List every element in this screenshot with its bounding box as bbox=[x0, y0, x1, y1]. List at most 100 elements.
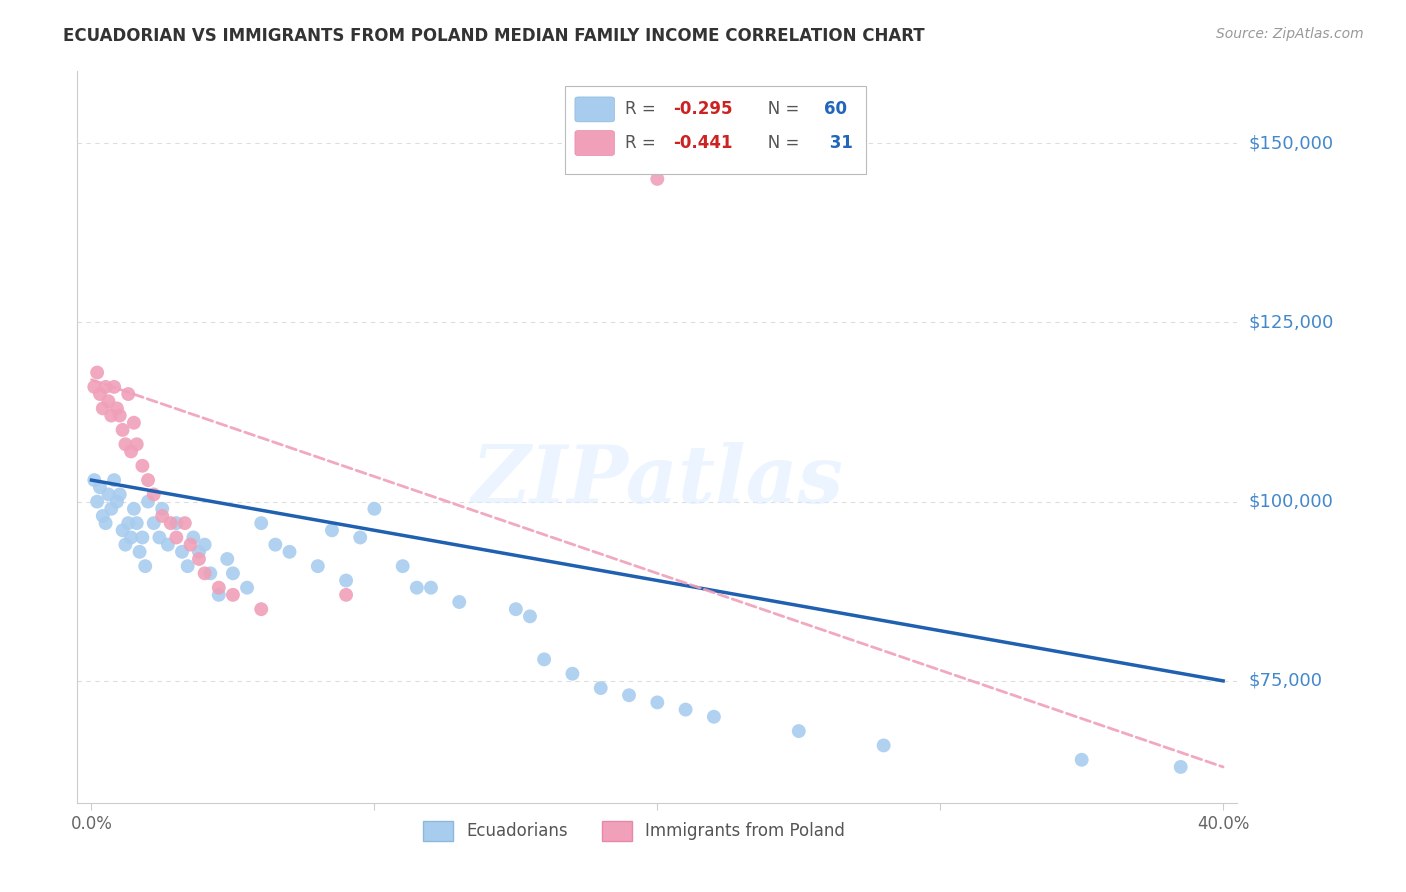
Point bbox=[165, 516, 187, 530]
Point bbox=[125, 516, 148, 530]
Point bbox=[173, 516, 195, 530]
Text: 60: 60 bbox=[824, 101, 848, 119]
Point bbox=[561, 666, 583, 681]
Point bbox=[321, 524, 343, 538]
Point bbox=[91, 508, 114, 523]
Text: -0.441: -0.441 bbox=[673, 134, 733, 152]
Point bbox=[188, 545, 211, 559]
Point bbox=[94, 516, 117, 530]
Text: N =: N = bbox=[752, 101, 806, 119]
Point bbox=[222, 588, 245, 602]
Point bbox=[156, 538, 179, 552]
Point bbox=[114, 538, 136, 552]
Point bbox=[111, 423, 134, 437]
Point bbox=[278, 545, 301, 559]
Point bbox=[86, 494, 108, 508]
Point bbox=[94, 380, 117, 394]
Point bbox=[519, 609, 541, 624]
Point bbox=[100, 409, 122, 423]
Point bbox=[108, 487, 131, 501]
Legend: Ecuadorians, Immigrants from Poland: Ecuadorians, Immigrants from Poland bbox=[415, 813, 853, 849]
Point bbox=[114, 437, 136, 451]
Point bbox=[1070, 753, 1092, 767]
Point bbox=[236, 581, 259, 595]
Point bbox=[250, 516, 273, 530]
Point bbox=[134, 559, 156, 574]
Point bbox=[872, 739, 894, 753]
Text: $75,000: $75,000 bbox=[1249, 672, 1323, 690]
Point bbox=[97, 487, 120, 501]
Point bbox=[131, 531, 153, 545]
FancyBboxPatch shape bbox=[575, 130, 614, 155]
Point bbox=[128, 545, 150, 559]
Point bbox=[89, 480, 111, 494]
Point bbox=[533, 652, 555, 666]
Point bbox=[405, 581, 427, 595]
Point bbox=[97, 394, 120, 409]
Text: R =: R = bbox=[624, 134, 661, 152]
Point bbox=[188, 552, 211, 566]
Point bbox=[222, 566, 245, 581]
Point bbox=[179, 538, 201, 552]
Point bbox=[307, 559, 329, 574]
Point bbox=[505, 602, 527, 616]
Text: $150,000: $150,000 bbox=[1249, 134, 1333, 152]
Point bbox=[449, 595, 471, 609]
Point bbox=[117, 387, 139, 401]
Point bbox=[148, 531, 170, 545]
Point bbox=[125, 437, 148, 451]
Point bbox=[194, 538, 217, 552]
Point bbox=[122, 501, 145, 516]
Point bbox=[194, 566, 217, 581]
FancyBboxPatch shape bbox=[565, 86, 866, 174]
Point bbox=[83, 473, 105, 487]
Point bbox=[647, 695, 669, 709]
Point bbox=[131, 458, 153, 473]
Point bbox=[103, 380, 125, 394]
Point bbox=[108, 409, 131, 423]
Point bbox=[165, 531, 187, 545]
Point bbox=[176, 559, 198, 574]
Text: $125,000: $125,000 bbox=[1249, 313, 1334, 331]
Point bbox=[120, 444, 142, 458]
Point bbox=[391, 559, 413, 574]
Point bbox=[250, 602, 273, 616]
FancyBboxPatch shape bbox=[575, 97, 614, 122]
Point bbox=[100, 501, 122, 516]
Point bbox=[86, 366, 108, 380]
Point bbox=[675, 702, 697, 716]
Point bbox=[120, 531, 142, 545]
Point bbox=[142, 487, 165, 501]
Point bbox=[183, 531, 205, 545]
Point bbox=[647, 172, 669, 186]
Point bbox=[617, 688, 640, 702]
Text: ZIPatlas: ZIPatlas bbox=[471, 442, 844, 520]
Point bbox=[208, 588, 231, 602]
Text: R =: R = bbox=[624, 101, 661, 119]
Point bbox=[335, 574, 357, 588]
Point bbox=[200, 566, 222, 581]
Point bbox=[703, 710, 725, 724]
Text: N =: N = bbox=[752, 134, 806, 152]
Point bbox=[217, 552, 239, 566]
Point bbox=[1170, 760, 1192, 774]
Point bbox=[420, 581, 443, 595]
Point bbox=[136, 494, 159, 508]
Text: $100,000: $100,000 bbox=[1249, 492, 1333, 510]
Point bbox=[208, 581, 231, 595]
Text: Source: ZipAtlas.com: Source: ZipAtlas.com bbox=[1216, 27, 1364, 41]
Point bbox=[363, 501, 385, 516]
Text: 31: 31 bbox=[824, 134, 853, 152]
Point bbox=[150, 501, 173, 516]
Point bbox=[136, 473, 159, 487]
Point bbox=[91, 401, 114, 416]
Point bbox=[103, 473, 125, 487]
Point bbox=[83, 380, 105, 394]
Point bbox=[264, 538, 287, 552]
Point bbox=[117, 516, 139, 530]
Text: ECUADORIAN VS IMMIGRANTS FROM POLAND MEDIAN FAMILY INCOME CORRELATION CHART: ECUADORIAN VS IMMIGRANTS FROM POLAND MED… bbox=[63, 27, 925, 45]
Point bbox=[787, 724, 810, 739]
Point bbox=[349, 531, 371, 545]
Point bbox=[142, 516, 165, 530]
Point bbox=[111, 524, 134, 538]
